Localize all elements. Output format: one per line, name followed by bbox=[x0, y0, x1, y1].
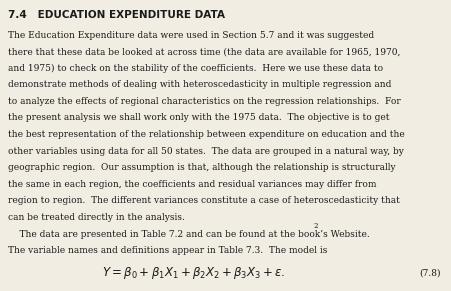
Text: (7.8): (7.8) bbox=[419, 269, 441, 277]
Text: the same in each region, the coefficients and residual variances may differ from: the same in each region, the coefficient… bbox=[8, 180, 377, 189]
Text: The data are presented in Table 7.2 and can be found at the book’s Website.: The data are presented in Table 7.2 and … bbox=[8, 230, 370, 239]
Text: The variable names and definitions appear in Table 7.3.  The model is: The variable names and definitions appea… bbox=[8, 246, 327, 255]
Text: other variables using data for all 50 states.  The data are grouped in a natural: other variables using data for all 50 st… bbox=[8, 147, 404, 156]
Text: $Y = \beta_0 + \beta_1 X_1 + \beta_2 X_2 + \beta_3 X_3 + \varepsilon.$: $Y = \beta_0 + \beta_1 X_1 + \beta_2 X_2… bbox=[102, 265, 285, 281]
Text: and 1975) to check on the stability of the coefficients.  Here we use these data: and 1975) to check on the stability of t… bbox=[8, 64, 383, 73]
Text: there that these data be looked at across time (the data are available for 1965,: there that these data be looked at acros… bbox=[8, 47, 400, 56]
Text: the best representation of the relationship between expenditure on education and: the best representation of the relations… bbox=[8, 130, 405, 139]
Text: demonstrate methods of dealing with heteroscedasticity in multiple regression an: demonstrate methods of dealing with hete… bbox=[8, 80, 391, 89]
Text: 7.4   EDUCATION EXPENDITURE DATA: 7.4 EDUCATION EXPENDITURE DATA bbox=[8, 10, 225, 20]
Text: 2: 2 bbox=[313, 222, 318, 230]
Text: the present analysis we shall work only with the 1975 data.  The objective is to: the present analysis we shall work only … bbox=[8, 113, 390, 123]
Text: to analyze the effects of regional characteristics on the regression relationshi: to analyze the effects of regional chara… bbox=[8, 97, 401, 106]
Text: The Education Expenditure data were used in Section 5.7 and it was suggested: The Education Expenditure data were used… bbox=[8, 31, 374, 40]
Text: can be treated directly in the analysis.: can be treated directly in the analysis. bbox=[8, 213, 185, 222]
Text: region to region.  The different variances constitute a case of heteroscedastici: region to region. The different variance… bbox=[8, 196, 400, 205]
Text: geographic region.  Our assumption is that, although the relationship is structu: geographic region. Our assumption is tha… bbox=[8, 163, 396, 172]
